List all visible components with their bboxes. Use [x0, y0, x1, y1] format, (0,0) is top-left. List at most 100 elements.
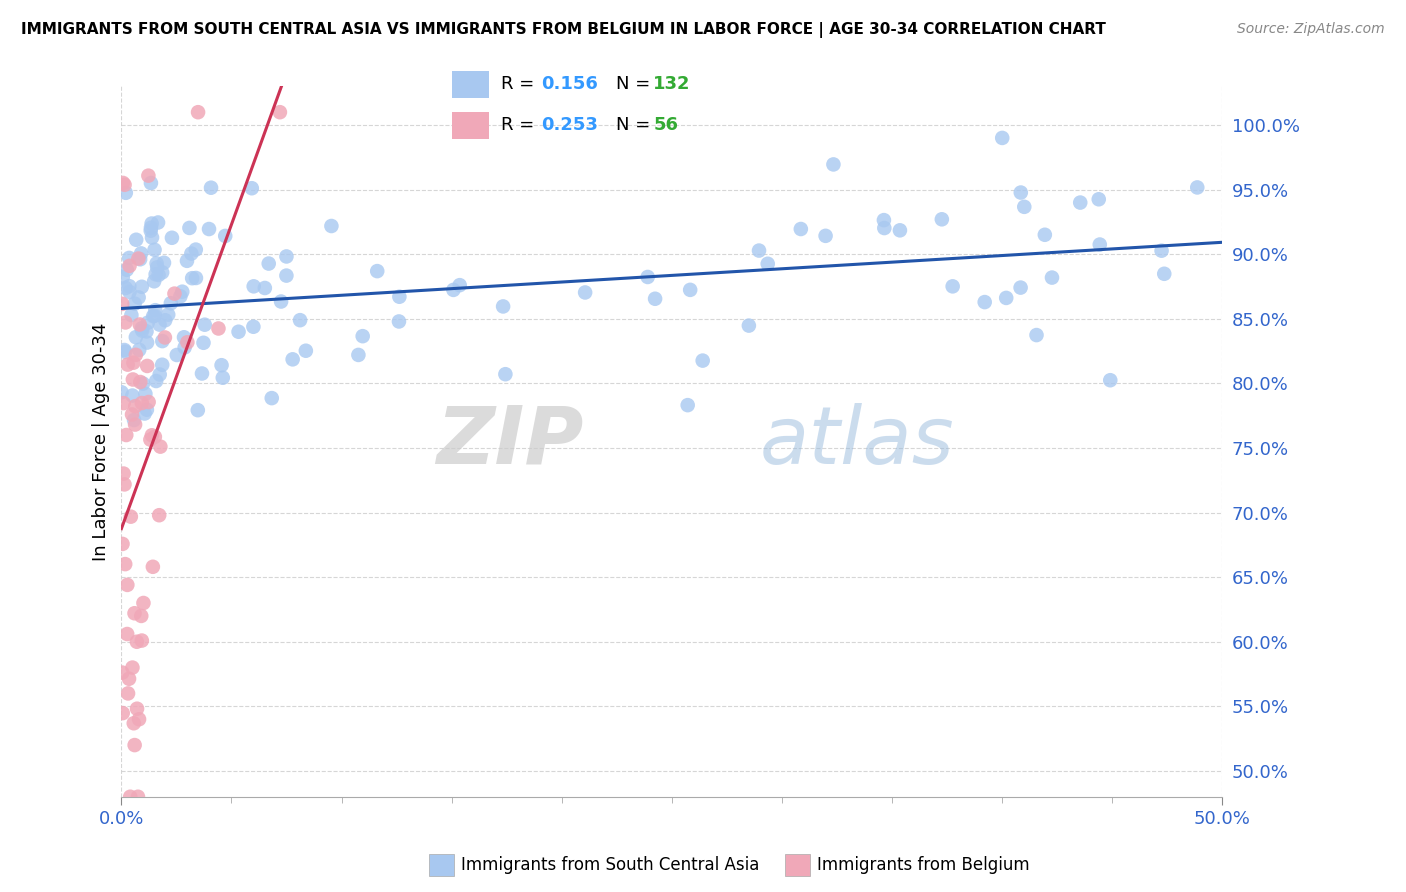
- Text: 56: 56: [654, 116, 678, 134]
- Text: N =: N =: [616, 76, 655, 94]
- Point: [748, 244, 770, 258]
- Point: [288, 313, 311, 327]
- Point: [193, 335, 215, 350]
- Point: [131, 396, 153, 410]
- Point: [114, 315, 136, 329]
- Point: [129, 375, 152, 389]
- Point: [253, 281, 276, 295]
- Y-axis label: In Labor Force | Age 30-34: In Labor Force | Age 30-34: [93, 322, 110, 561]
- Point: [114, 557, 136, 571]
- Point: [211, 358, 233, 372]
- Point: [153, 256, 176, 270]
- Point: [242, 279, 264, 293]
- Point: [181, 271, 204, 285]
- Point: [321, 219, 343, 233]
- Point: [823, 157, 845, 171]
- Point: [120, 789, 142, 804]
- Point: [1025, 328, 1047, 343]
- Point: [207, 321, 229, 335]
- Point: [295, 343, 318, 358]
- Point: [125, 702, 148, 716]
- Point: [180, 246, 202, 260]
- Point: [347, 348, 370, 362]
- Point: [692, 353, 714, 368]
- Point: [135, 402, 157, 417]
- Point: [127, 789, 149, 804]
- Point: [124, 399, 146, 413]
- Point: [169, 289, 191, 303]
- Text: Immigrants from Belgium: Immigrants from Belgium: [817, 856, 1029, 874]
- Text: ZIP: ZIP: [436, 402, 583, 481]
- Point: [1087, 192, 1109, 206]
- Point: [124, 417, 146, 432]
- Point: [125, 634, 148, 648]
- Point: [129, 246, 152, 260]
- Point: [131, 279, 153, 293]
- Point: [150, 265, 173, 279]
- Text: 0.156: 0.156: [541, 76, 598, 94]
- Text: 0.253: 0.253: [541, 116, 598, 134]
- Point: [1010, 186, 1032, 200]
- Point: [991, 131, 1014, 145]
- FancyBboxPatch shape: [451, 112, 489, 139]
- Point: [1153, 267, 1175, 281]
- Point: [124, 607, 146, 621]
- Point: [269, 105, 291, 120]
- Point: [166, 348, 188, 362]
- Point: [128, 343, 150, 357]
- Point: [143, 303, 166, 318]
- Point: [132, 596, 155, 610]
- Point: [121, 660, 143, 674]
- Point: [194, 318, 217, 332]
- Point: [114, 281, 136, 295]
- Point: [132, 376, 155, 391]
- Point: [139, 224, 162, 238]
- Point: [112, 467, 135, 481]
- Point: [115, 627, 138, 641]
- Text: Source: ZipAtlas.com: Source: ZipAtlas.com: [1237, 22, 1385, 37]
- Point: [118, 285, 141, 299]
- Point: [873, 213, 896, 227]
- Point: [139, 220, 162, 235]
- Point: [257, 256, 280, 270]
- Point: [163, 286, 186, 301]
- Point: [136, 359, 159, 373]
- Point: [121, 388, 143, 402]
- Point: [143, 430, 166, 444]
- Point: [111, 537, 134, 551]
- Point: [136, 316, 159, 330]
- Point: [135, 325, 157, 339]
- Point: [240, 181, 263, 195]
- Point: [111, 176, 134, 190]
- Point: [176, 335, 198, 350]
- Point: [117, 578, 139, 592]
- Point: [790, 222, 813, 236]
- Point: [129, 252, 152, 267]
- Point: [176, 253, 198, 268]
- Point: [179, 221, 201, 235]
- Point: [128, 712, 150, 726]
- Point: [145, 256, 167, 270]
- Point: [118, 672, 141, 686]
- Point: [115, 262, 138, 277]
- Point: [143, 243, 166, 257]
- FancyBboxPatch shape: [451, 71, 489, 98]
- Point: [145, 267, 167, 281]
- Point: [814, 228, 837, 243]
- Point: [131, 633, 153, 648]
- Point: [173, 330, 195, 344]
- Point: [637, 270, 659, 285]
- Point: [149, 440, 172, 454]
- Point: [148, 268, 170, 282]
- Point: [120, 308, 142, 322]
- Point: [172, 285, 194, 299]
- Point: [276, 268, 298, 283]
- Point: [111, 270, 134, 285]
- Point: [173, 340, 195, 354]
- Point: [146, 215, 169, 229]
- Point: [148, 508, 170, 523]
- Point: [110, 385, 132, 400]
- Point: [184, 243, 207, 257]
- Point: [117, 358, 139, 372]
- Point: [134, 407, 156, 421]
